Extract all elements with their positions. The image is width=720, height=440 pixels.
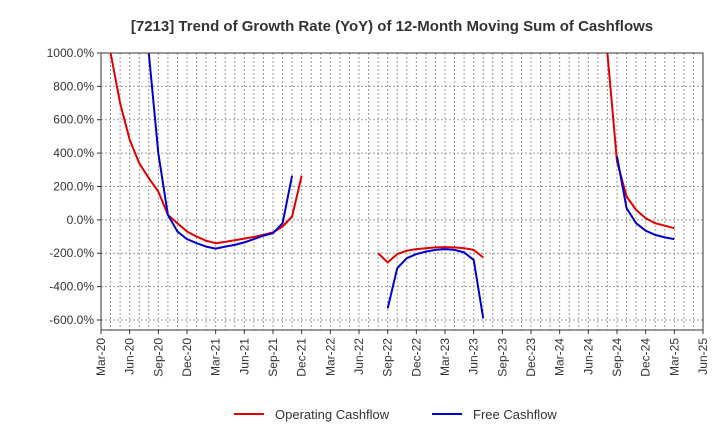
x-tick-label: Mar-23	[438, 338, 452, 376]
operating-cashflow-legend-label: Operating Cashflow	[275, 407, 390, 422]
x-tick-label: Jun-22	[352, 338, 366, 375]
x-tick-label: Mar-24	[553, 338, 567, 376]
x-tick-label: Sep-23	[495, 338, 509, 377]
y-tick-label: -600.0%	[49, 313, 94, 327]
x-tick-label: Dec-22	[409, 338, 423, 377]
x-tick-label: Mar-20	[94, 338, 108, 376]
x-tick-label: Mar-21	[209, 338, 223, 376]
x-tick-label: Mar-25	[667, 338, 681, 376]
grid	[100, 52, 704, 330]
x-tick-label: Dec-21	[295, 338, 309, 377]
legend: Operating Cashflow Free Cashflow	[234, 407, 557, 422]
free-cashflow-line	[147, 53, 675, 319]
operating-cashflow-line	[109, 53, 675, 264]
plot-lines	[109, 53, 675, 319]
y-tick-label: 800.0%	[53, 79, 94, 93]
x-tick-label: Dec-20	[180, 338, 194, 377]
free-cashflow-legend-label: Free Cashflow	[473, 407, 557, 422]
chart-title: [7213] Trend of Growth Rate (YoY) of 12-…	[131, 18, 653, 35]
y-tick-label: 600.0%	[53, 113, 94, 127]
x-tick-label: Sep-21	[266, 338, 280, 377]
y-tick-label: 0.0%	[67, 213, 95, 227]
x-tick-label: Mar-22	[323, 338, 337, 376]
x-tick-label: Dec-23	[524, 338, 538, 377]
y-tick-label: 400.0%	[53, 146, 94, 160]
y-tick-label: 200.0%	[53, 179, 94, 193]
x-tick-label: Jun-20	[123, 338, 137, 375]
x-axis: Mar-20 Jun-20 Sep-20 Dec-20 Mar-21 Jun-21 Sep-…	[94, 330, 710, 377]
plot-frame	[100, 52, 704, 331]
x-tick-label: Jun-21	[237, 338, 251, 375]
x-tick-label: Dec-24	[639, 338, 653, 377]
x-tick-label: Jun-25	[696, 338, 710, 375]
x-tick-label: Jun-23	[467, 338, 481, 375]
y-tick-label: -400.0%	[49, 280, 94, 294]
x-tick-label: Sep-24	[610, 338, 624, 377]
x-tick-label: Sep-22	[381, 338, 395, 377]
y-axis: 1000.0% 800.0% 600.0% 400.0% 200.0% 0.0% -200.…	[47, 46, 101, 327]
y-tick-label: -200.0%	[49, 246, 94, 260]
x-tick-label: Sep-20	[151, 338, 165, 377]
x-tick-label: Jun-24	[581, 338, 595, 375]
y-tick-label: 1000.0%	[47, 46, 95, 60]
